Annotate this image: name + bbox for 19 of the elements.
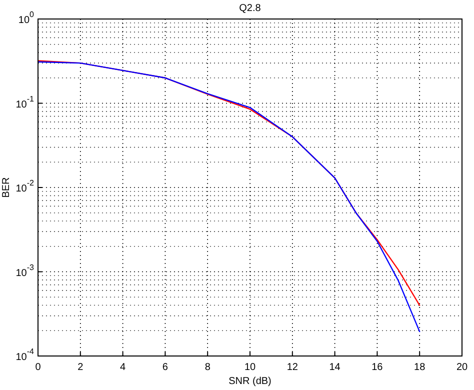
x-tick-label: 10: [244, 362, 256, 373]
x-axis-title: SNR (dB): [228, 376, 272, 387]
y-tick-label: 10$^{-4}$: [16, 347, 35, 363]
y-tick-label: 10$^{-1}$: [16, 94, 35, 110]
x-tick-label: 0: [35, 362, 42, 373]
y-tick-label: 10$^{-3}$: [16, 263, 35, 279]
x-tick-label: 4: [120, 362, 126, 373]
chart-title: Q2.8: [239, 3, 262, 14]
x-tick-label: 6: [162, 362, 168, 373]
x-tick-label: 14: [329, 362, 341, 373]
x-tick-label: 8: [204, 362, 211, 373]
x-tick-label: 20: [456, 362, 468, 373]
x-tick-label: 2: [78, 362, 84, 373]
x-tick-label: 16: [372, 362, 384, 373]
x-tick-label: 12: [286, 362, 298, 373]
y-axis-title: BER: [1, 177, 12, 198]
x-tick-label: 18: [414, 362, 426, 373]
y-tick-label: 10$^{0}$: [18, 10, 35, 26]
y-tick-label: 10$^{-2}$: [16, 178, 35, 194]
